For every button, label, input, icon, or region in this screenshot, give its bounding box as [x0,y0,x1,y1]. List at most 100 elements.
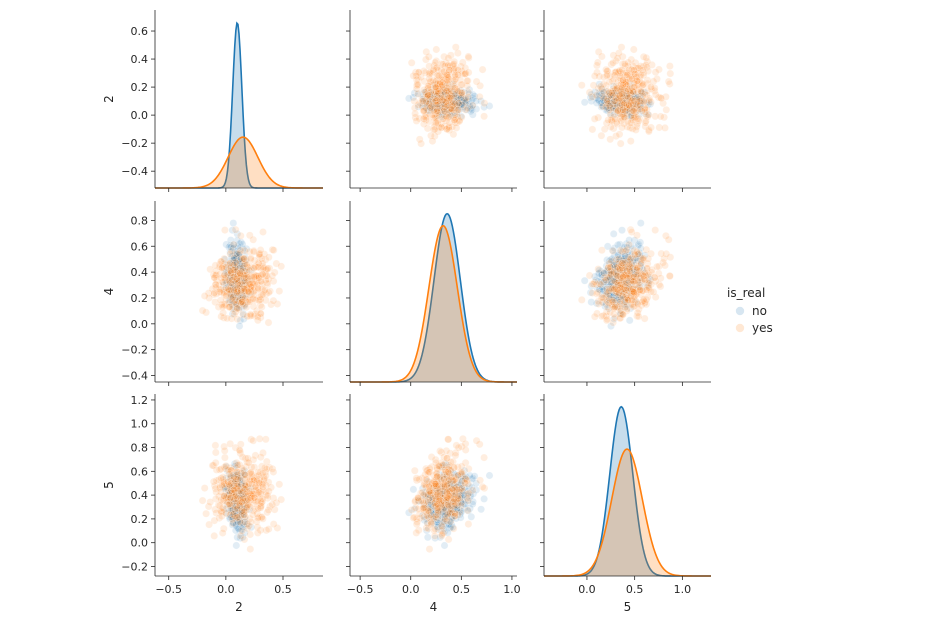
point-yes [216,257,225,266]
point-yes [449,524,458,533]
point-yes [264,253,273,262]
point-yes [609,247,617,255]
point-yes [610,97,618,105]
x-tick-label: 0.5 [453,583,471,596]
point-yes [215,501,224,510]
point-yes [588,289,597,297]
point-yes [409,514,418,522]
point-yes [578,296,586,304]
point-yes [445,469,454,478]
point-yes [245,480,253,488]
point-yes [222,509,230,518]
point-yes [253,529,262,537]
point-yes [249,235,257,244]
point-yes [464,520,473,528]
panel-4-vs-5 [540,201,711,386]
y-tick-label: −0.2 [121,560,148,573]
point-yes [238,506,247,515]
point-yes [653,262,661,271]
point-yes [666,271,674,280]
point-yes [589,280,598,288]
point-yes [451,71,460,79]
point-yes [598,52,606,61]
point-yes [440,480,448,489]
point-yes [238,297,247,306]
point-yes [414,81,422,89]
point-yes [480,112,488,121]
point-yes [629,107,638,115]
point-yes [235,446,244,454]
point-yes [464,52,473,61]
point-yes [235,269,244,277]
x-tick-label: −0.5 [155,583,182,596]
point-yes [472,436,481,445]
y-tick-label: −0.2 [121,344,148,357]
point-yes [452,124,461,132]
point-yes [446,517,455,526]
panel-2-vs-5 [540,10,711,192]
point-yes [600,94,608,102]
point-yes [215,287,224,296]
point-yes [211,458,220,467]
point-yes [592,91,601,99]
point-yes [644,283,653,292]
point-yes [229,519,237,528]
point-yes [264,318,273,327]
y-tick-label: 0.2 [131,513,149,526]
point-yes [620,99,629,107]
point-yes [609,318,617,327]
point-yes [257,303,266,311]
point-no [229,219,238,227]
kde-fill-yes [350,225,517,382]
point-yes [256,453,265,461]
point-yes [428,137,437,145]
point-yes [434,71,442,80]
point-yes [616,139,625,148]
point-yes [666,62,674,70]
point-yes [435,461,443,470]
y-tick-label: −0.2 [121,137,148,150]
point-yes [464,68,473,77]
point-yes [630,45,638,54]
point-yes [431,480,440,488]
point-yes [446,94,455,102]
legend-marker-yes [735,323,745,333]
point-yes [468,486,477,495]
point-yes [205,520,213,529]
point-yes [422,475,431,484]
point-yes [231,491,240,500]
point-yes [277,495,286,504]
point-yes [425,74,434,83]
point-yes [225,500,234,509]
point-yes [617,83,626,92]
point-yes [476,476,484,485]
point-yes [253,497,262,506]
point-yes [424,498,432,506]
point-yes [451,490,460,499]
point-no [440,541,449,550]
point-yes [410,97,419,105]
point-yes [443,454,451,463]
point-yes [251,296,260,304]
point-yes [254,514,262,522]
panel-4-vs-4 [346,201,517,386]
y-tick-label: 0.2 [131,292,149,305]
point-yes [424,506,432,515]
point-no [480,495,488,503]
point-yes [261,435,270,444]
point-yes [614,285,622,294]
y-tick-label: −0.4 [121,165,148,178]
point-yes [200,292,209,300]
point-yes [618,90,626,98]
point-yes [412,529,421,537]
y-tick-label: 0.2 [131,81,149,94]
point-yes [612,118,621,127]
point-yes [269,468,278,476]
point-yes [602,316,611,325]
panel-2-vs-4 [346,10,517,192]
point-yes [258,270,267,279]
point-yes [249,436,257,445]
point-yes [478,65,487,74]
point-yes [600,269,608,277]
point-yes [640,98,648,106]
